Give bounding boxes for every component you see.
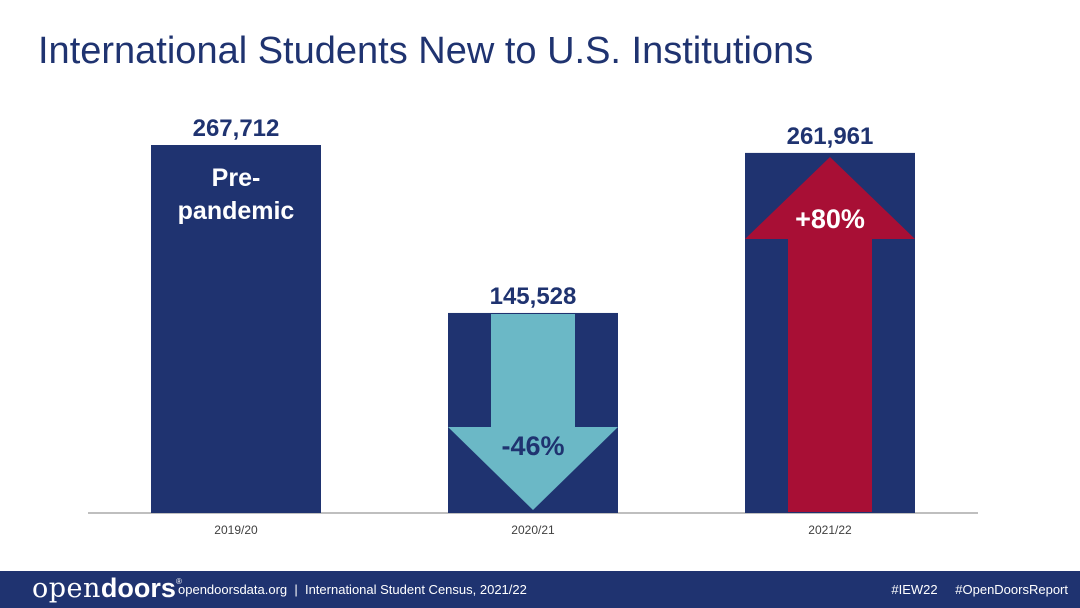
annotation-prepandemic-line-1: Pre- bbox=[212, 164, 261, 192]
bar-2019-20 bbox=[151, 145, 321, 513]
footer-source: opendoorsdata.org | International Studen… bbox=[178, 582, 527, 597]
x-tick-label-2020-21: 2020/21 bbox=[511, 523, 555, 537]
footer-bar: opendoors® opendoorsdata.org | Internati… bbox=[0, 571, 1080, 608]
hashtag-opendoorsreport: #OpenDoorsReport bbox=[955, 582, 1068, 597]
footer-hashtags: #IEW22 #OpenDoorsReport bbox=[877, 582, 1068, 597]
down-arrow-icon bbox=[448, 313, 618, 510]
hashtag-iew22: #IEW22 bbox=[891, 582, 938, 597]
x-tick-label-2019-20: 2019/20 bbox=[214, 523, 258, 537]
logo-registered-mark: ® bbox=[175, 577, 182, 586]
annotation-increase-percent: +80% bbox=[795, 204, 865, 234]
logo-open: open bbox=[32, 573, 101, 604]
slide-title: International Students New to U.S. Insti… bbox=[38, 30, 814, 72]
up-arrow-icon bbox=[745, 157, 915, 512]
opendoors-logo: opendoors® bbox=[32, 573, 182, 604]
annotation-decrease-percent: -46% bbox=[501, 431, 564, 461]
annotation-prepandemic-line-2: pandemic bbox=[178, 197, 295, 225]
logo-doors: doors bbox=[100, 573, 176, 603]
value-label-2020-21: 145,528 bbox=[490, 283, 577, 310]
value-label-2019-20: 267,712 bbox=[193, 115, 280, 142]
value-label-2021-22: 261,961 bbox=[787, 123, 874, 150]
bar-chart: 267,712 2019/20 145,528 2020/21 261,961 2021/… bbox=[88, 115, 978, 537]
x-tick-label-2021-22: 2021/22 bbox=[808, 523, 852, 537]
